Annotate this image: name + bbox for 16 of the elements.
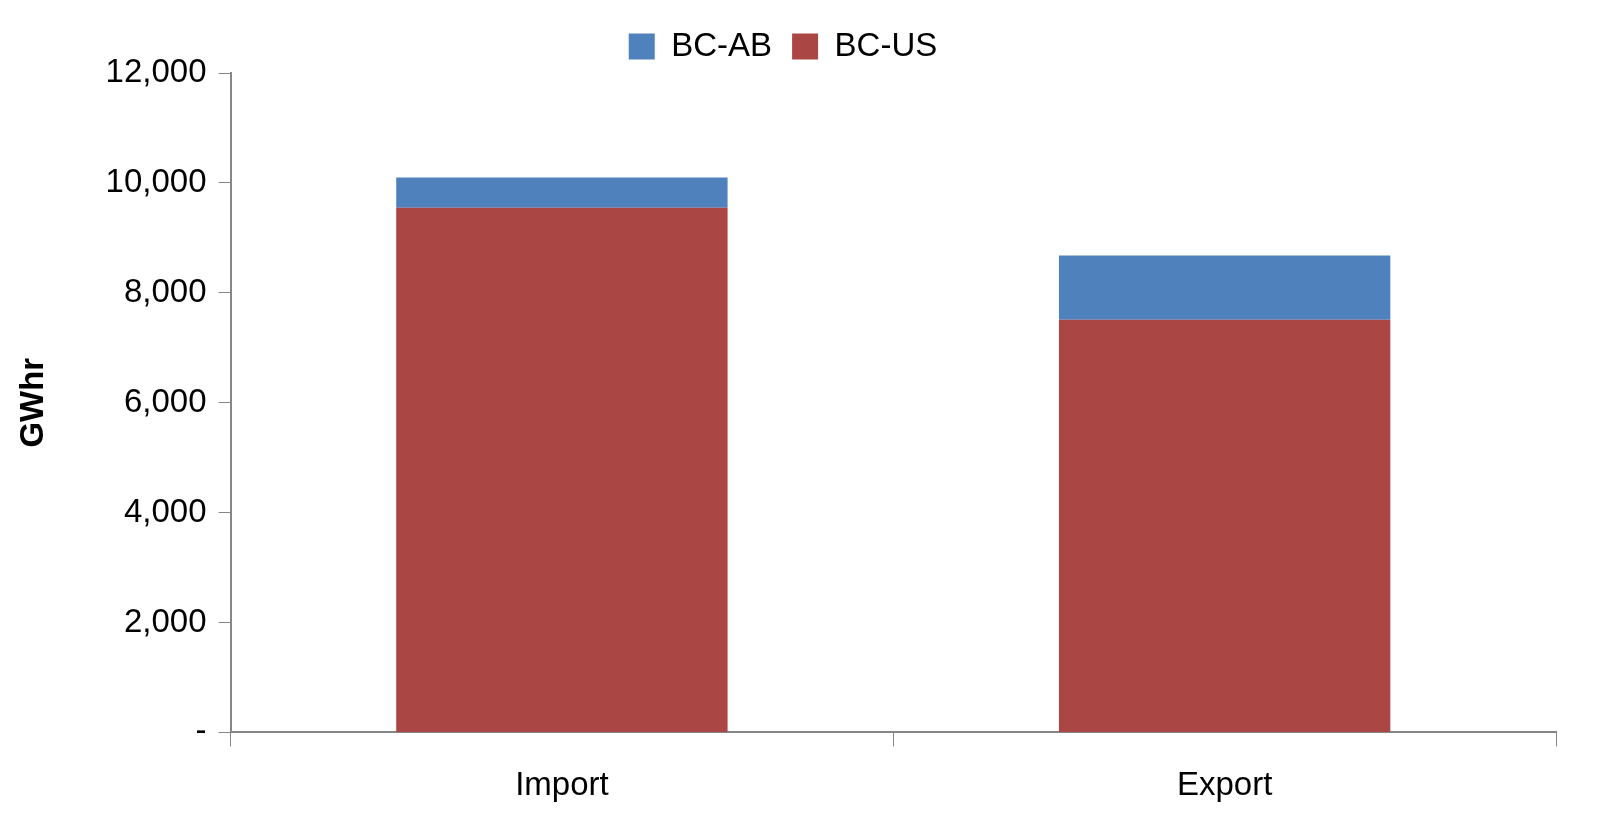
legend-label: BC-US — [834, 25, 938, 63]
y-tick-label: - — [195, 711, 207, 749]
bar — [1058, 319, 1391, 732]
x-tick-label: Export — [1176, 765, 1273, 803]
x-tick-label: Import — [515, 765, 609, 803]
legend-label: BC-AB — [671, 25, 773, 63]
bar — [396, 177, 728, 208]
bar — [396, 207, 728, 732]
y-tick-label: 4,000 — [123, 491, 207, 529]
y-tick-label: 6,000 — [123, 381, 207, 419]
y-tick-label: 8,000 — [123, 271, 207, 309]
y-tick-label: 2,000 — [123, 601, 207, 639]
bar — [1058, 255, 1391, 320]
y-tick-label: 10,000 — [105, 161, 207, 199]
y-tick-label: 12,000 — [105, 52, 207, 90]
y-axis-title: GWhr — [12, 357, 50, 448]
